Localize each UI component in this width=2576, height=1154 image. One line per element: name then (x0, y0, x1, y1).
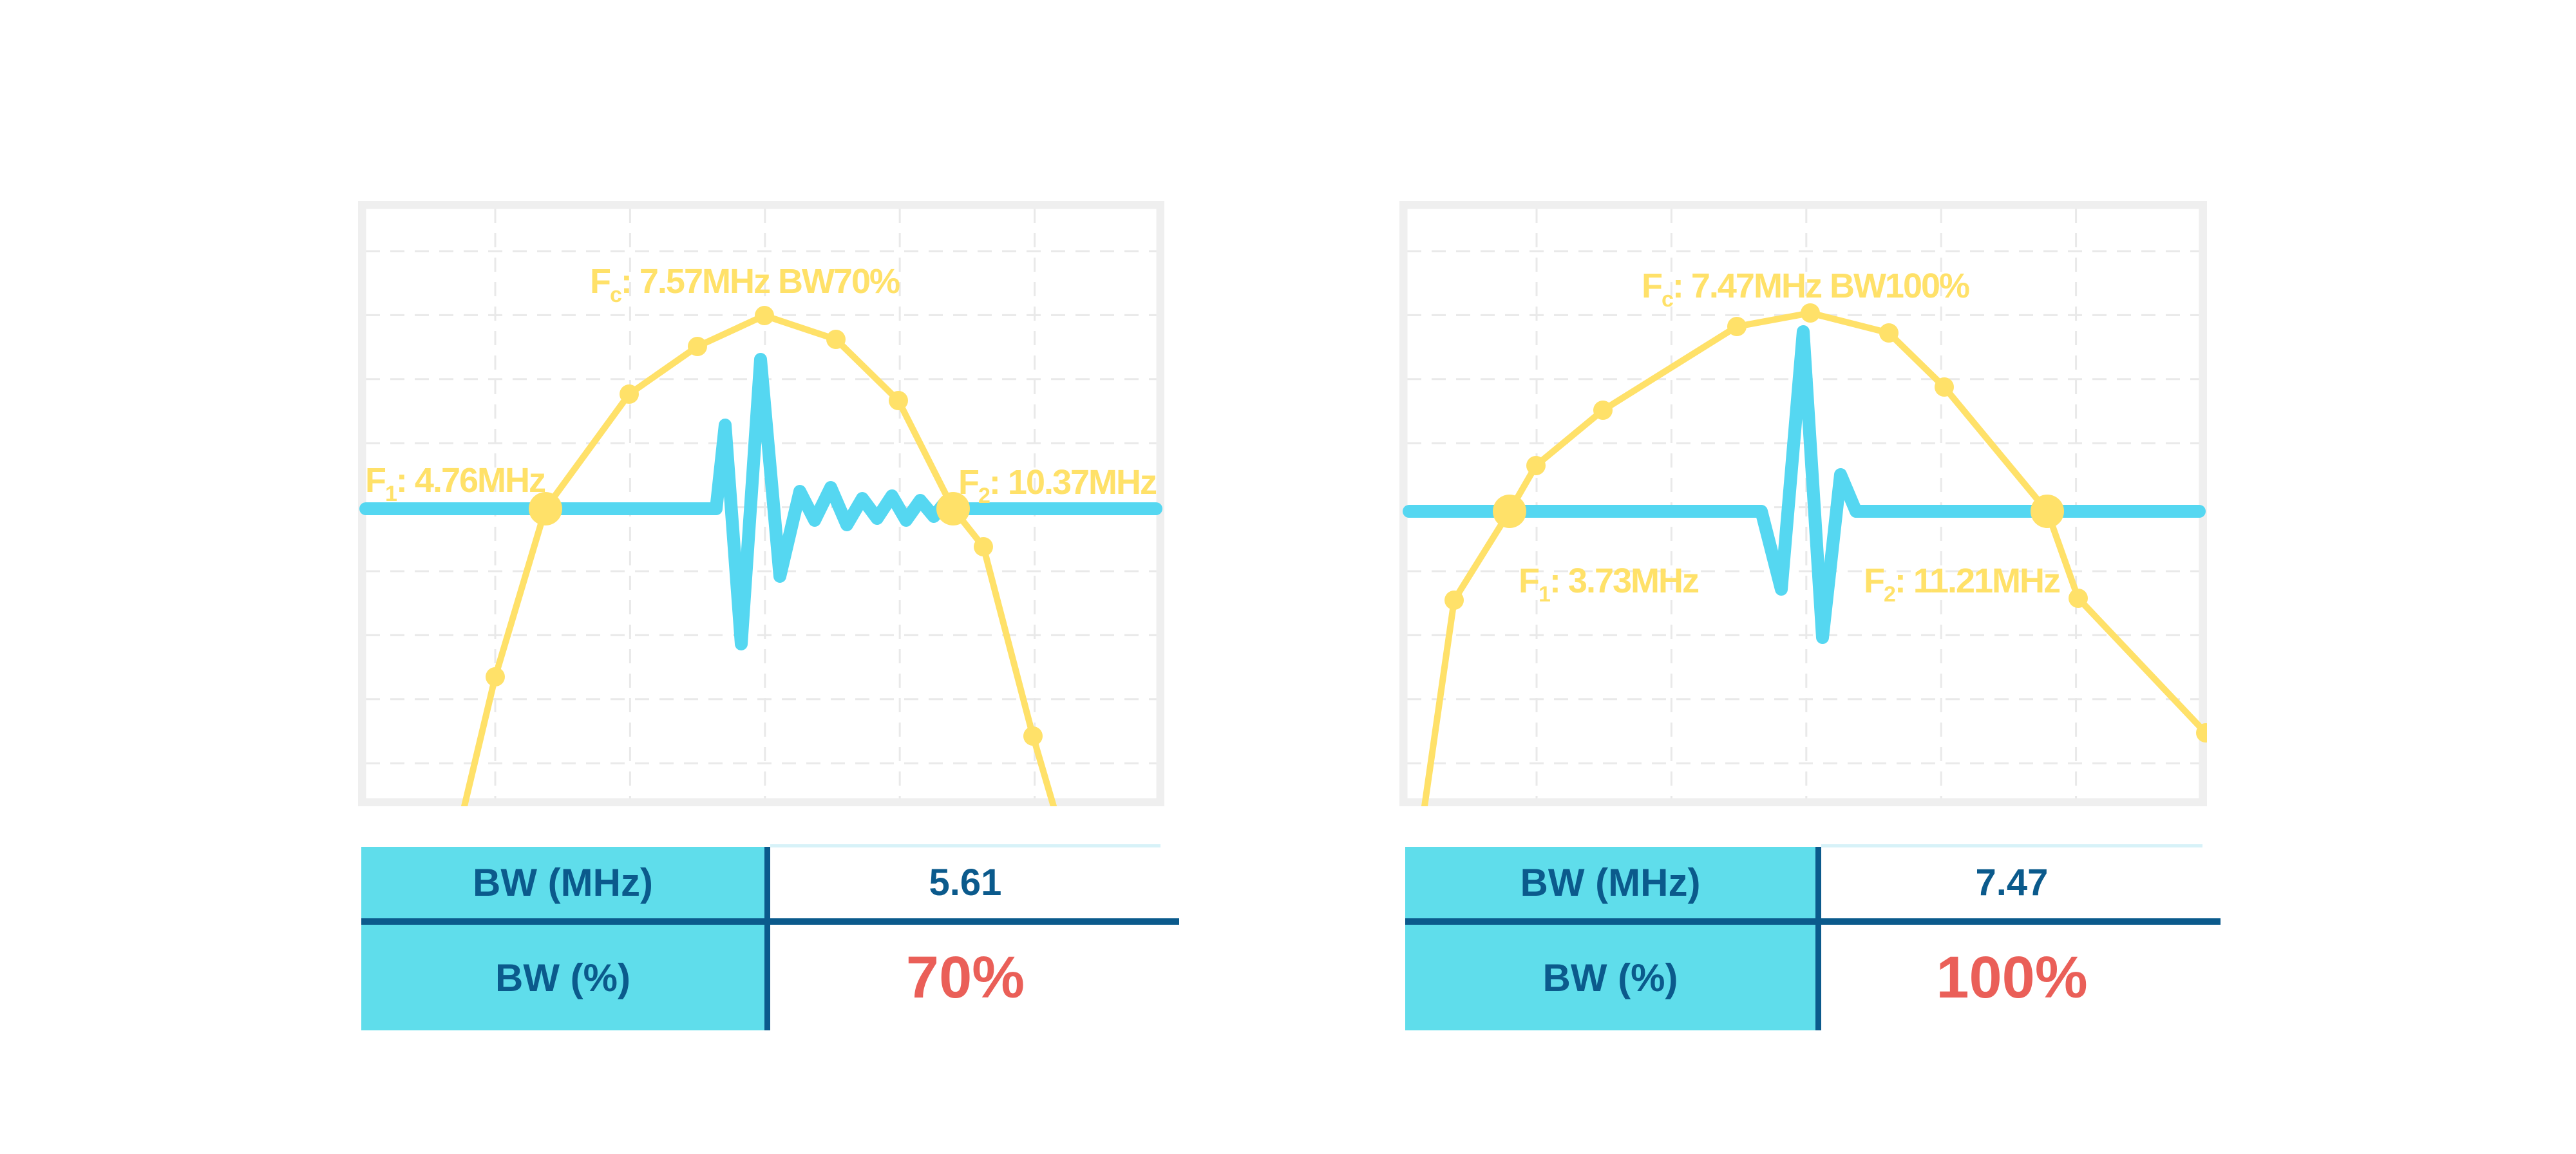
spectrum-sample-marker (1935, 377, 1954, 397)
label-f2: F2: 11.21MHz (1864, 562, 2060, 607)
bw-mhz-label: BW (MHz) (1520, 861, 1701, 904)
spectrum-sample-marker (1879, 323, 1899, 343)
spectrum-sample-marker (1593, 401, 1613, 420)
spectrum-sample-marker (889, 391, 908, 410)
label-f2: F2: 10.37MHz (958, 463, 1157, 508)
bandwidth-edge-marker (1493, 495, 1526, 528)
label-fc: Fc: 7.47MHz BW100% (1642, 267, 1969, 312)
bw-mhz-value: 5.61 (929, 862, 1002, 903)
bw-pct-label: BW (%) (495, 956, 630, 999)
spectrum-sample-marker (1526, 456, 1546, 475)
spectrum-chart-right: Fc: 7.47MHz BW100% F1: 3.73MHz F2: 11.21MH… (1399, 201, 2207, 806)
table-top-border (1821, 844, 2202, 847)
spectrum-chart-left-svg: Fc: 7.57MHz BW70% F1: 4.76MHz F2: 10.37MHz (358, 201, 1164, 806)
spectrum-sample-marker (486, 667, 505, 686)
spectrum-sample-marker (1727, 317, 1747, 336)
bw-table-right: BW (MHz) 7.47 BW (%) 100% (1405, 844, 2221, 1030)
spectrum-sample-marker (1023, 726, 1043, 746)
bandwidth-edge-marker (936, 492, 970, 525)
table-header-column (1405, 847, 1815, 1030)
table-horizontal-divider (361, 918, 1179, 925)
table-header-column (361, 847, 764, 1030)
bw-pct-value: 100% (1936, 944, 2088, 1010)
spectrum-sample-marker (620, 384, 639, 404)
spectrum-sample-marker (2196, 723, 2207, 743)
spectrum-sample-marker (1801, 303, 1820, 323)
spectrum-sample-marker (826, 330, 846, 349)
table-horizontal-divider (1405, 918, 2221, 925)
bw-mhz-value: 7.47 (1975, 862, 2049, 903)
label-f1: F1: 4.76MHz (365, 461, 545, 506)
spectrum-sample-marker (974, 537, 993, 556)
bw-pct-value: 70% (905, 944, 1025, 1010)
spectrum-sample-marker (1444, 591, 1464, 610)
bandwidth-edge-marker (529, 492, 562, 525)
spectrum-chart-left: Fc: 7.57MHz BW70% F1: 4.76MHz F2: 10.37MHz (358, 201, 1164, 806)
bw-table-left: BW (MHz) 5.61 BW (%) 70% (361, 844, 1179, 1030)
label-f1: F1: 3.73MHz (1519, 562, 1699, 607)
table-top-border (770, 844, 1160, 847)
spectrum-sample-marker (2069, 589, 2088, 608)
spectrum-chart-right-svg: Fc: 7.47MHz BW100% F1: 3.73MHz F2: 11.21MH… (1399, 201, 2207, 806)
spectrum-sample-marker (755, 306, 774, 325)
bw-mhz-label: BW (MHz) (473, 861, 653, 904)
spectrum-line (461, 312, 1057, 806)
plot-frame (1399, 201, 2207, 806)
echo-waveform-line (1403, 325, 2206, 644)
label-fc: Fc: 7.57MHz BW70% (590, 262, 900, 307)
table-vertical-divider (764, 847, 770, 1030)
table-vertical-divider (1815, 847, 1821, 1030)
bw-pct-label: BW (%) (1542, 956, 1678, 999)
spectrum-sample-marker (688, 337, 707, 356)
bandwidth-edge-marker (2031, 495, 2064, 528)
echo-waveform-line (359, 353, 1162, 650)
